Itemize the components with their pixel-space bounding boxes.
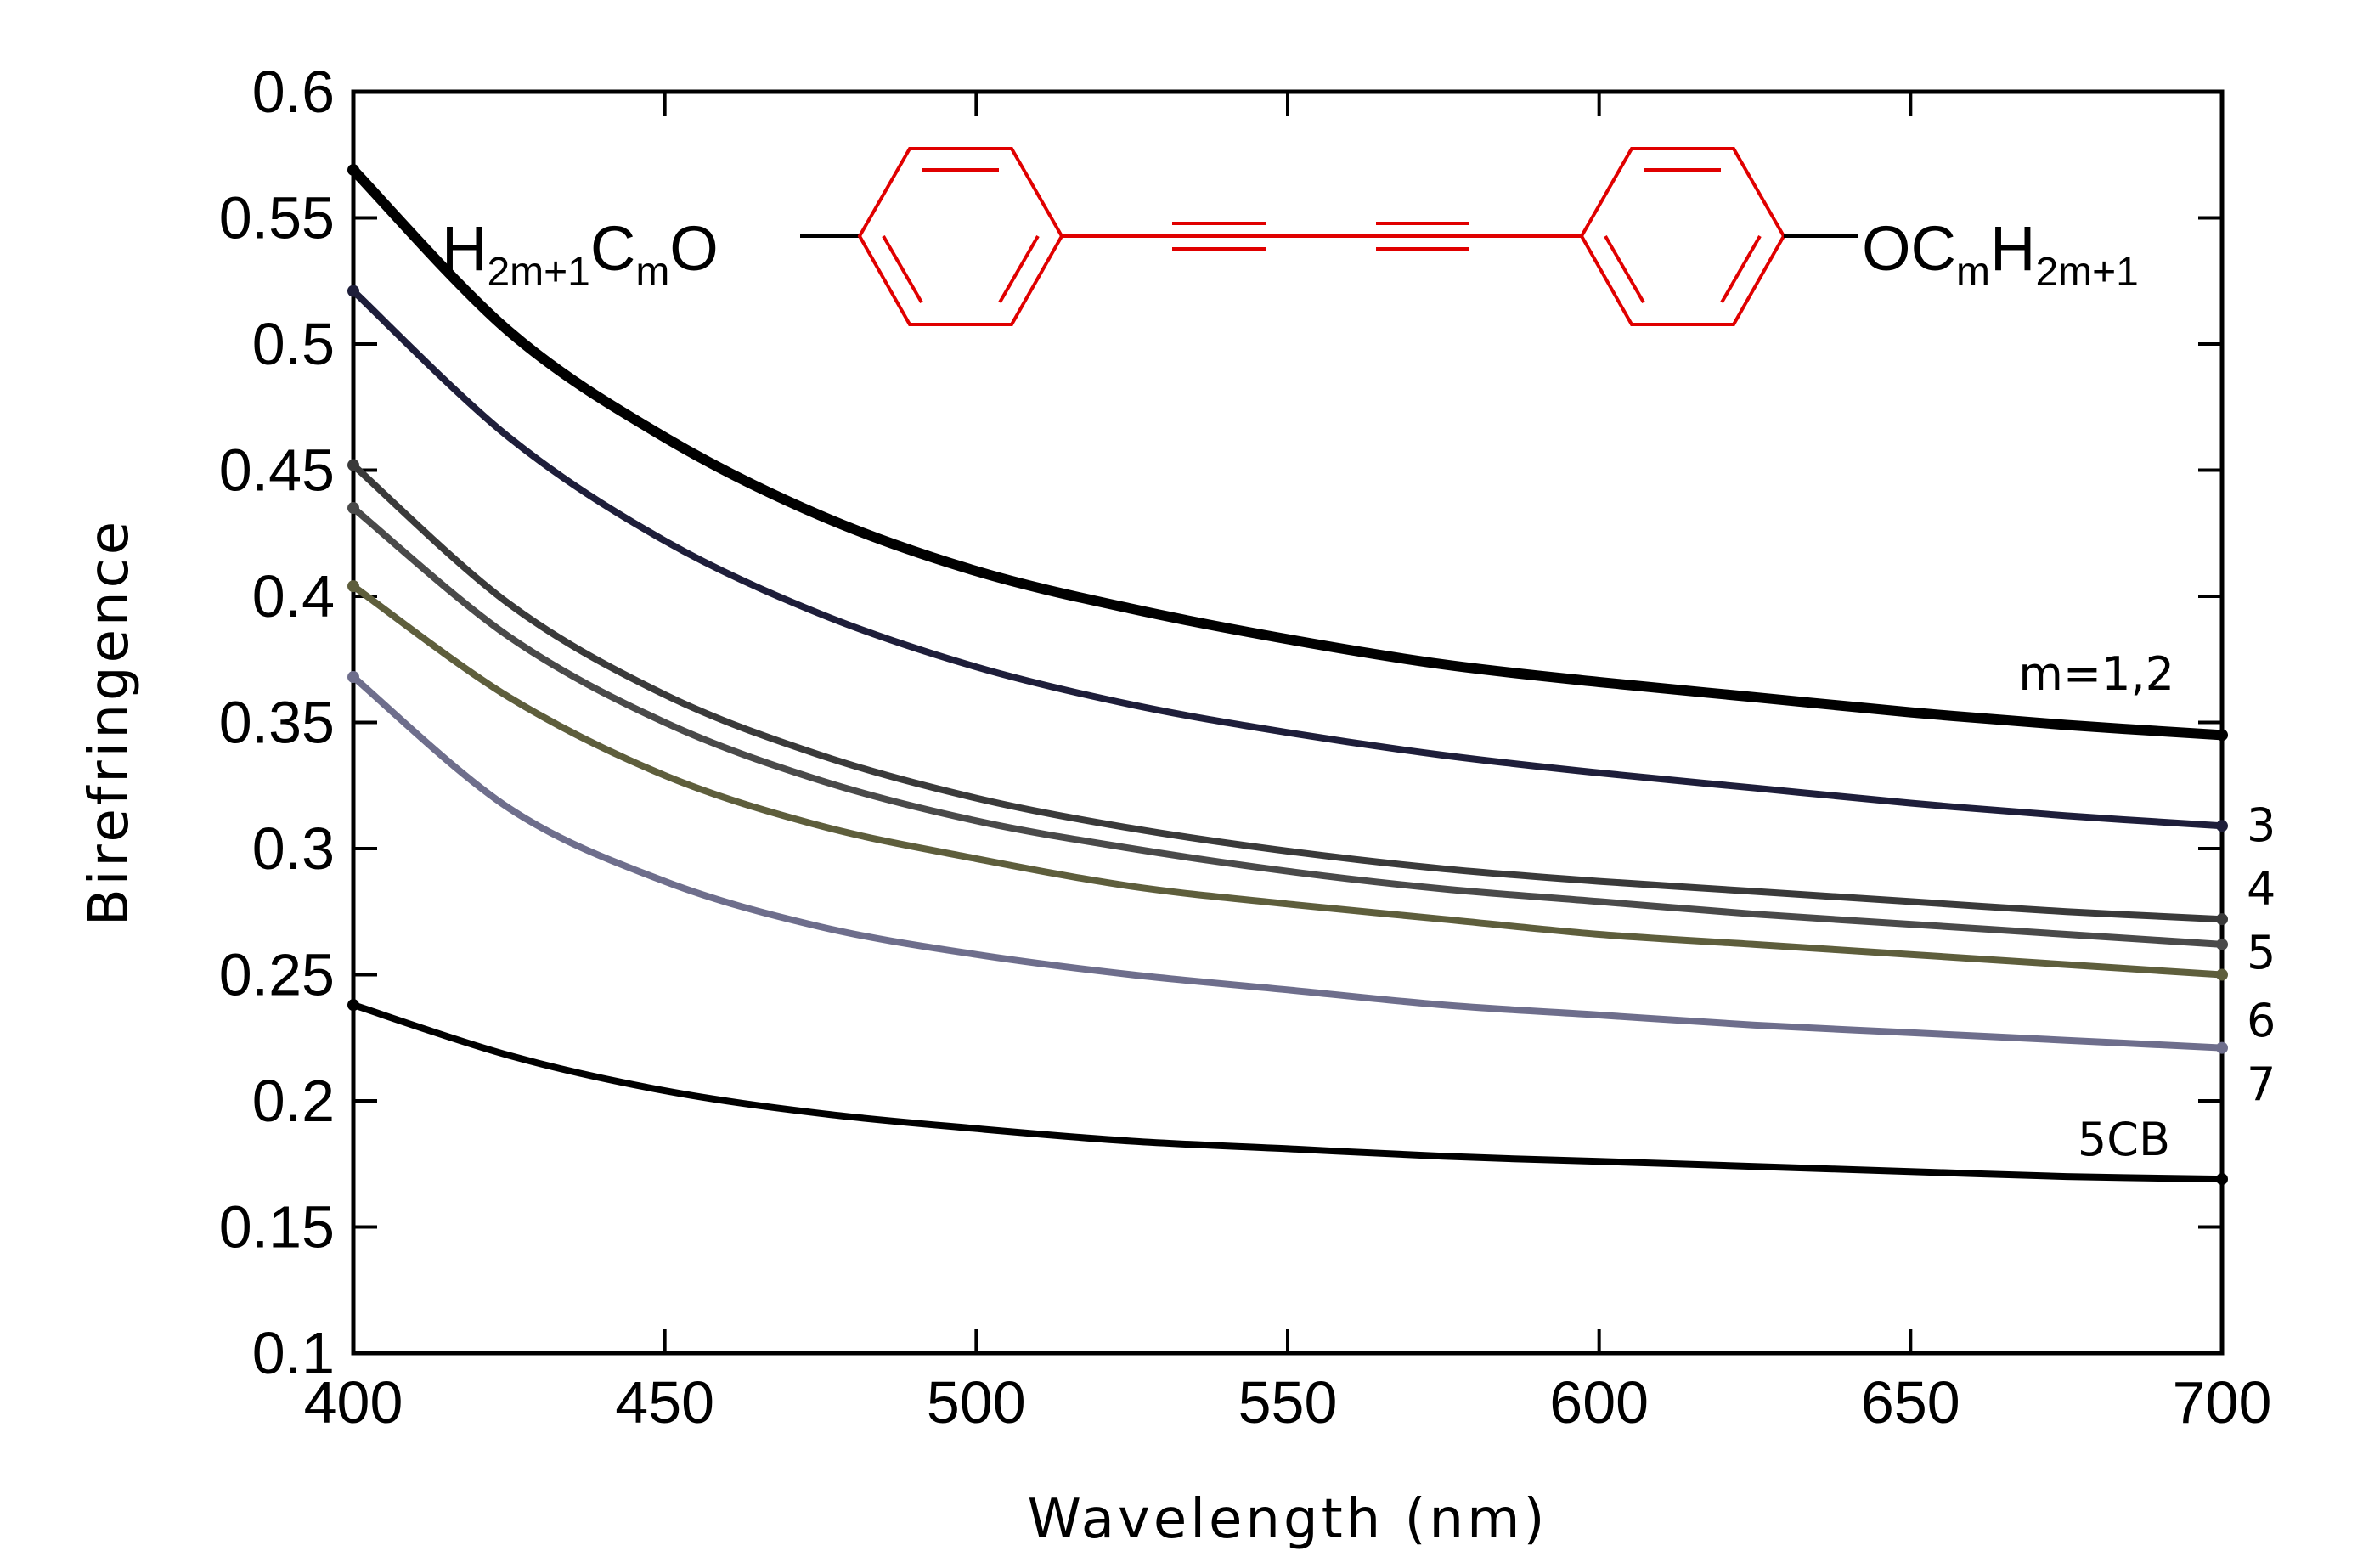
series-start-point bbox=[347, 999, 359, 1012]
x-tick-label: 650 bbox=[1861, 1369, 1960, 1435]
y-tick-label: 0.4 bbox=[252, 563, 335, 629]
series-end-point bbox=[2216, 820, 2228, 832]
series-label: 5CB bbox=[2078, 1113, 2170, 1166]
series-label: 5 bbox=[2247, 926, 2276, 979]
series-line-6 bbox=[350, 1001, 2225, 1183]
x-tick-label: 400 bbox=[304, 1369, 403, 1435]
y-tick-label: 0.5 bbox=[252, 311, 335, 377]
series-end-point bbox=[2216, 1173, 2228, 1186]
y-tick-label: 0.45 bbox=[219, 437, 335, 504]
x-axis-title: Wavelength (nm) bbox=[1028, 1488, 1548, 1551]
series-label: 4 bbox=[2247, 862, 2276, 916]
series-label: 7 bbox=[2247, 1058, 2276, 1111]
series-start-point bbox=[347, 671, 359, 684]
series-start-point bbox=[347, 459, 359, 471]
x-tick-label: 700 bbox=[2173, 1369, 2272, 1435]
series-line-5 bbox=[350, 674, 2225, 1052]
x-tick-label: 500 bbox=[927, 1369, 1026, 1435]
series-start-point bbox=[347, 164, 359, 177]
series-line-1 bbox=[350, 287, 2225, 830]
series-start-point bbox=[347, 502, 359, 515]
y-tick-label: 0.3 bbox=[252, 815, 335, 882]
data-series bbox=[347, 164, 2228, 1186]
series-end-point bbox=[2216, 938, 2228, 950]
series-line-4 bbox=[350, 583, 2225, 979]
x-tick-label: 550 bbox=[1238, 1369, 1338, 1435]
series-start-point bbox=[347, 285, 359, 297]
molecule-structure: H2m+1CmO OCmH2m+1 bbox=[442, 147, 2139, 326]
series-line-0 bbox=[348, 165, 2227, 741]
series-line-2 bbox=[350, 461, 2225, 923]
series-label: m=1,2 bbox=[2018, 647, 2174, 701]
left-group-label: H2m+1CmO bbox=[442, 213, 719, 295]
right-group-label: OCmH2m+1 bbox=[1862, 213, 2139, 295]
series-label: 3 bbox=[2247, 798, 2276, 852]
series-end-point bbox=[2216, 968, 2228, 981]
y-tick-label: 0.25 bbox=[219, 942, 335, 1008]
y-tick-label: 0.1 bbox=[252, 1320, 335, 1386]
y-tick-label: 0.55 bbox=[219, 185, 335, 251]
x-tick-label: 450 bbox=[615, 1369, 714, 1435]
y-tick-label: 0.2 bbox=[252, 1068, 335, 1134]
diacetylene-linker bbox=[1062, 222, 1582, 251]
series-end-point bbox=[2216, 729, 2228, 742]
y-axis-title: Birefringence bbox=[78, 518, 141, 926]
y-tick-label: 0.15 bbox=[219, 1194, 335, 1261]
series-start-point bbox=[347, 580, 359, 593]
series-end-point bbox=[2216, 913, 2228, 926]
series-label: 6 bbox=[2247, 994, 2276, 1047]
y-tick-label: 0.35 bbox=[219, 690, 335, 756]
series-end-point bbox=[2216, 1041, 2228, 1054]
series-line-3 bbox=[350, 505, 2225, 948]
y-tick-label: 0.6 bbox=[252, 59, 335, 125]
tick-marks bbox=[352, 90, 2224, 1355]
series-labels: m=1,2 3 4 5 6 7 5CB bbox=[2018, 647, 2276, 1166]
x-tick-label: 600 bbox=[1549, 1369, 1649, 1435]
tick-labels: 400 450 500 550 600 650 700 0.1 0.15 0.2 0.25 0.3 0.… bbox=[219, 59, 2272, 1435]
